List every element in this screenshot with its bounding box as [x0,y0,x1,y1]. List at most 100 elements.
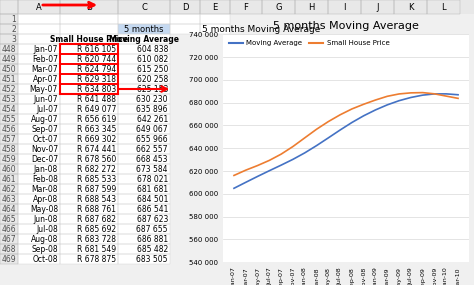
Bar [200,24,230,34]
Bar [0,114,18,124]
Text: 449: 449 [1,54,16,64]
Bar [18,194,60,204]
Bar [60,94,118,104]
Bar [0,134,18,144]
Bar [118,144,170,154]
Bar [118,244,170,254]
Bar [18,74,60,84]
Bar [60,174,118,184]
Text: R 674 441: R 674 441 [77,144,116,154]
Bar [18,54,60,64]
Bar [0,214,18,224]
Bar [118,224,170,234]
Bar [0,54,18,64]
Text: R 634 803: R 634 803 [77,84,116,93]
Bar [118,14,170,24]
Text: Jul-08: Jul-08 [36,225,58,233]
Bar [200,0,230,14]
Bar [18,0,60,14]
Bar [60,164,118,174]
Text: A: A [36,3,42,11]
Moving Average [420,93,426,97]
Text: Sep-08: Sep-08 [31,245,58,253]
Bar [170,24,200,34]
Bar [60,184,118,194]
Text: 683 505: 683 505 [137,255,168,264]
Text: 469: 469 [1,255,16,264]
Text: R 656 619: R 656 619 [77,115,116,123]
Text: C: C [141,3,147,11]
Text: R 688 543: R 688 543 [77,194,116,203]
Moving Average [396,99,402,102]
Text: 673 584: 673 584 [137,164,168,174]
Moving Average [314,144,319,147]
Bar [60,174,118,184]
Text: 450: 450 [1,64,16,74]
Small House Price [266,159,272,162]
Bar [118,114,170,124]
Text: 463: 463 [1,194,16,203]
Bar [18,54,60,64]
Text: Mar-08: Mar-08 [31,184,58,194]
Bar [18,144,60,154]
Small House Price [243,168,249,172]
Text: Nov-07: Nov-07 [31,144,58,154]
Bar [18,244,60,254]
Text: 459: 459 [1,154,16,164]
Bar [361,0,394,14]
Text: Aug-08: Aug-08 [31,235,58,243]
Bar [18,34,60,44]
Bar [0,184,18,194]
Text: 464: 464 [1,205,16,213]
Text: Apr-07: Apr-07 [33,74,58,84]
Bar [0,134,18,144]
Text: 662 557: 662 557 [137,144,168,154]
Bar [60,164,118,174]
Bar [60,214,118,224]
Text: 456: 456 [1,125,16,133]
Bar [60,94,118,104]
Text: D: D [182,3,188,11]
Bar [18,134,60,144]
Text: Mar-07: Mar-07 [31,64,58,74]
Bar [0,124,18,134]
Text: R 678 875: R 678 875 [77,255,116,264]
Bar [118,164,170,174]
Text: 655 966: 655 966 [137,135,168,144]
Bar [0,74,18,84]
Bar [427,0,460,14]
Bar [0,184,18,194]
Moving Average [361,114,366,117]
Text: 625 153: 625 153 [137,84,168,93]
Text: Jan-07: Jan-07 [34,44,58,54]
Bar [262,0,295,14]
Bar [18,184,60,194]
Bar [118,134,170,144]
Bar [118,134,170,144]
Bar [18,94,60,104]
Bar [0,44,18,54]
Text: Oct-07: Oct-07 [32,135,58,144]
Bar [18,0,60,14]
Text: R 688 761: R 688 761 [77,205,116,213]
Bar [0,54,18,64]
Text: R 685 533: R 685 533 [77,174,116,184]
Bar [60,14,118,24]
Bar [0,64,18,74]
Small House Price [443,94,449,98]
Bar [60,244,118,254]
Bar [200,24,230,34]
Bar [18,234,60,244]
Bar [230,0,262,14]
Bar [0,244,18,254]
Bar [0,224,18,234]
Bar [118,214,170,224]
Text: Jun-08: Jun-08 [34,215,58,223]
Bar [0,0,474,14]
Bar [0,14,18,24]
Text: R 682 272: R 682 272 [77,164,116,174]
Bar [118,114,170,124]
Bar [262,0,295,14]
Bar [170,24,200,34]
Bar [0,154,18,164]
